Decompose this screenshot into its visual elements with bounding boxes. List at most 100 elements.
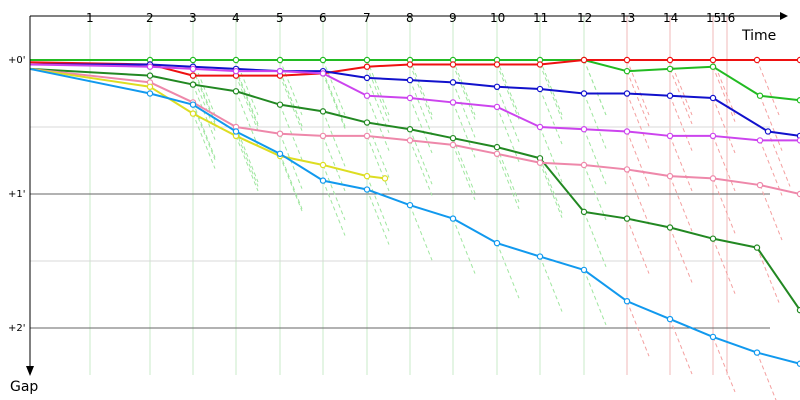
lap-label: 11 <box>533 11 548 25</box>
series-point <box>796 306 800 314</box>
lap-transition-dash <box>409 129 433 185</box>
lap-transition-dash <box>366 135 390 192</box>
series-point <box>276 101 284 108</box>
series-point <box>536 61 544 68</box>
lap-label: 4 <box>232 11 240 25</box>
series-point <box>796 56 800 64</box>
lap-transition-dash <box>409 64 433 120</box>
series-point <box>232 128 240 135</box>
lap-transition-dash <box>756 59 780 116</box>
series-point <box>666 132 674 140</box>
lap-transition-dash <box>496 86 520 142</box>
lap-label: 13 <box>620 11 635 25</box>
series-point <box>580 126 588 133</box>
series-point <box>493 83 501 91</box>
lap-transition-dash <box>712 238 736 294</box>
lap-transition-dash <box>496 146 520 203</box>
series-point <box>580 266 588 274</box>
lap-transition-dash <box>192 102 216 158</box>
lap-transition-dash <box>235 135 259 192</box>
series-point <box>666 315 674 323</box>
lap-transition-dash <box>366 95 390 151</box>
series-point <box>189 101 197 108</box>
lap-transition-dash <box>669 318 693 375</box>
lap-transition-dash <box>496 153 520 209</box>
series-point <box>449 99 457 106</box>
lap-transition-dash <box>279 155 303 212</box>
lap-transition-dash <box>759 95 783 151</box>
lap-transition-dash <box>583 59 607 116</box>
lap-transition-dash <box>759 184 783 241</box>
series-point <box>363 56 371 64</box>
lap-transition-dash <box>322 164 346 221</box>
series-line <box>29 67 386 180</box>
series-point <box>189 72 197 79</box>
lap-transition-dash <box>669 95 693 151</box>
series-point <box>146 63 154 70</box>
lap-transition-dash <box>626 169 650 225</box>
series-point <box>319 161 327 169</box>
series-point <box>536 123 544 131</box>
lap-transition-dash <box>626 301 650 357</box>
lap-transition-dash <box>626 218 650 274</box>
lap-transition-dash <box>235 91 259 147</box>
series-point <box>146 90 154 97</box>
series-point <box>232 56 240 64</box>
y-tick-label: +0' <box>8 55 26 66</box>
lap-transition-dash <box>583 269 607 326</box>
lap-transition-dash <box>626 93 650 149</box>
lap-transition-dash <box>235 68 259 125</box>
lap-transition-dash <box>539 158 563 214</box>
lap-transition-layer <box>192 59 791 400</box>
series-point <box>493 150 501 157</box>
series-point <box>363 119 371 126</box>
series-point <box>756 181 764 189</box>
lap-transition-dash <box>756 352 777 400</box>
series-point <box>623 215 631 222</box>
lap-transition-dash <box>712 66 736 122</box>
lap-transition-dash <box>192 68 216 125</box>
series-point <box>493 61 501 68</box>
lap-transition-dash <box>539 64 563 120</box>
lap-transition-dash <box>322 73 346 129</box>
series-point <box>709 235 717 242</box>
lap-transition-dash <box>626 131 650 187</box>
series-point <box>406 94 414 102</box>
lap-transition-dash <box>712 178 736 234</box>
y-axis-title: Gap <box>10 379 38 395</box>
series-point <box>709 56 717 64</box>
series-point <box>493 143 501 151</box>
series-point <box>189 56 197 64</box>
series-point <box>449 134 457 142</box>
series-point <box>276 67 284 75</box>
series-point <box>146 83 154 91</box>
lap-transition-dash <box>235 131 259 187</box>
series-point <box>232 67 240 75</box>
series-point <box>363 132 371 140</box>
series-point <box>753 56 761 64</box>
series-point <box>796 360 800 367</box>
series-point <box>580 90 588 97</box>
series-line <box>29 67 800 365</box>
lap-transition-dash <box>452 59 476 116</box>
lap-transition-dash <box>452 137 476 194</box>
lap-transition-dash <box>409 59 433 116</box>
series-point <box>146 72 154 79</box>
series-point <box>623 128 631 135</box>
lap-transition-dash <box>539 256 563 312</box>
series-point <box>493 103 501 111</box>
series-point <box>623 56 631 64</box>
series-point <box>276 150 284 157</box>
series-point <box>406 126 414 133</box>
lap-transition-dash <box>539 126 563 183</box>
lap-transition-dash <box>539 59 563 116</box>
series-point <box>536 85 544 93</box>
series-point <box>363 63 371 70</box>
lap-transition-dash <box>409 140 433 196</box>
series-point <box>753 244 761 251</box>
lap-transition-dash <box>279 104 303 160</box>
lap-transition-dash <box>409 204 433 261</box>
series-point <box>536 253 544 260</box>
series-point <box>623 298 631 305</box>
